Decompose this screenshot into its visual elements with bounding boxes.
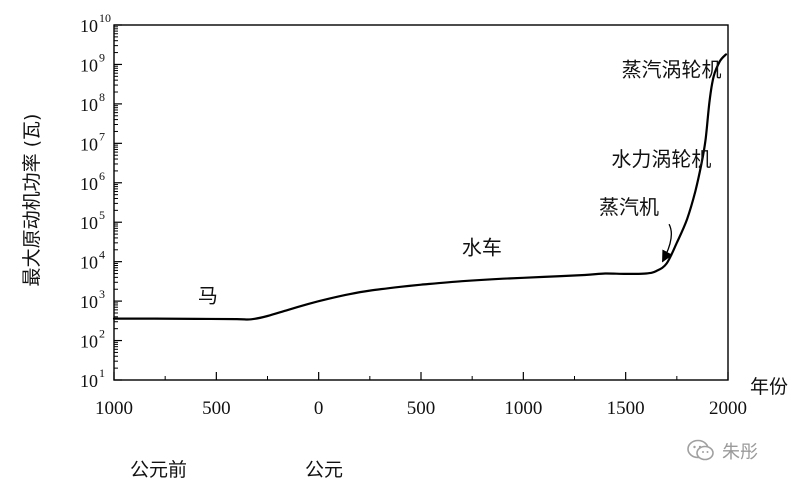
x-axis: 1000 500 0 500 1000 1500 2000 xyxy=(95,372,747,419)
x-tick-label: 2000 xyxy=(709,398,747,419)
y-tick-exponent: 6 xyxy=(99,169,105,183)
era-label-ad: 公元 xyxy=(305,459,344,481)
x-tick-label: 500 xyxy=(202,398,231,419)
x-axis-label: 年份 xyxy=(750,376,788,398)
x-tick-label: 1500 xyxy=(607,398,645,419)
y-tick-exponent: 9 xyxy=(99,50,105,64)
y-tick-exponent: 10 xyxy=(99,11,111,25)
watermark-text: 朱彤 xyxy=(722,442,758,463)
y-tick-label: 10 xyxy=(80,371,98,391)
y-tick-exponent: 1 xyxy=(99,366,105,380)
y-tick-exponent: 4 xyxy=(99,248,105,262)
y-tick-exponent: 7 xyxy=(99,129,105,143)
y-tick-exponent: 2 xyxy=(99,327,105,341)
y-tick-exponent: 3 xyxy=(99,287,105,301)
x-tick-label: 1000 xyxy=(504,398,542,419)
x-tick-label: 0 xyxy=(314,398,324,419)
wechat-logo-icon xyxy=(687,439,714,461)
y-tick-label: 10 xyxy=(80,332,98,352)
y-tick-label: 10 xyxy=(80,55,98,75)
annotation-label: 蒸汽涡轮机 xyxy=(622,57,722,81)
y-tick-label: 10 xyxy=(80,16,98,36)
y-tick-label: 10 xyxy=(80,95,98,115)
y-tick-label: 10 xyxy=(80,213,98,233)
annotation-label: 水力涡轮机 xyxy=(611,147,711,171)
series-line xyxy=(112,53,728,321)
annotation-label: 马 xyxy=(198,284,218,308)
y-tick-label: 10 xyxy=(80,174,98,194)
x-tick-label: 1000 xyxy=(95,398,133,419)
y-tick-exponent: 5 xyxy=(99,208,105,222)
watermark: 朱彤 xyxy=(686,438,758,464)
annotation-label: 蒸汽机 xyxy=(599,195,659,219)
annotations: 马 水车 蒸汽机 水力涡轮机 蒸汽涡轮机 xyxy=(198,57,722,307)
y-tick-label: 10 xyxy=(80,253,98,273)
y-tick-exponent: 8 xyxy=(99,90,105,104)
annotation-arrow xyxy=(662,223,673,263)
y-tick-label: 10 xyxy=(80,134,98,154)
era-label-bc: 公元前 xyxy=(130,459,188,481)
x-tick-label: 500 xyxy=(407,398,436,419)
annotation-label: 水车 xyxy=(462,236,502,260)
y-tick-label: 10 xyxy=(80,292,98,312)
y-axis-label: 最大原动机功率 (瓦) xyxy=(21,114,43,287)
